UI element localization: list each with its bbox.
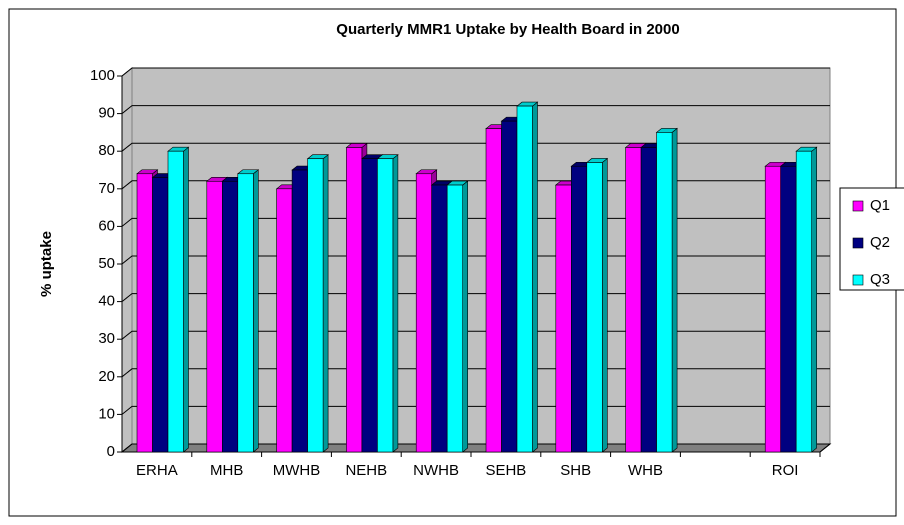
legend-swatch	[852, 274, 864, 286]
bar-front	[377, 158, 394, 453]
x-tick-label: NWHB	[413, 462, 459, 479]
y-tick-label: 60	[98, 217, 115, 234]
bar-front	[555, 184, 572, 453]
x-tick-label: ROI	[772, 462, 799, 479]
grid-line	[121, 142, 830, 152]
bar-side	[183, 146, 189, 453]
bar-front	[291, 169, 308, 453]
y-axis-label: % uptake	[38, 231, 55, 297]
bar-front	[152, 177, 169, 453]
y-tick-label: 70	[98, 180, 115, 197]
y-tick-label: 100	[90, 67, 115, 84]
grid-line	[121, 105, 830, 114]
x-tick-label: MHB	[210, 462, 243, 479]
bar-front	[485, 128, 502, 453]
x-axis-end	[819, 443, 831, 453]
bar	[167, 146, 190, 453]
y-tick-label: 90	[98, 105, 115, 122]
bar-front	[307, 158, 324, 453]
bar-front	[571, 165, 588, 453]
x-tick-label: WHB	[628, 462, 663, 479]
x-tick-label: SEHB	[485, 462, 526, 479]
bar-front	[415, 173, 433, 453]
x-tick-label: SHB	[560, 462, 591, 479]
bar-front	[795, 150, 812, 453]
bar-side	[601, 157, 608, 453]
bar	[516, 101, 539, 453]
bar-front	[431, 184, 448, 453]
bar	[376, 154, 399, 453]
x-tick-label: NEHB	[345, 462, 387, 479]
bar-side	[532, 101, 538, 453]
bar	[655, 127, 678, 453]
bar-side	[462, 180, 468, 453]
y-tick-label: 20	[98, 368, 115, 385]
bar-front	[222, 180, 239, 453]
legend-label: Q2	[870, 234, 890, 251]
bar-side	[811, 146, 817, 453]
bar-side	[392, 154, 399, 453]
legend-box	[839, 187, 904, 291]
y-tick-label: 30	[98, 330, 115, 347]
y-tick-label: 0	[107, 443, 115, 460]
x-tick-label: ERHA	[136, 462, 178, 479]
bar	[795, 146, 818, 453]
bar-front	[167, 150, 184, 453]
bar-front	[625, 147, 642, 453]
y-tick-label: 40	[98, 293, 115, 310]
legend-label: Q3	[870, 271, 890, 288]
bar-front	[206, 180, 223, 453]
bar-front	[586, 162, 603, 453]
bar	[446, 180, 469, 453]
x-tick-label: MWHB	[273, 462, 321, 479]
bar-side	[671, 127, 678, 453]
bar-front	[276, 188, 293, 453]
grid-line	[121, 67, 830, 77]
bar	[585, 157, 609, 453]
bar-front	[346, 147, 363, 453]
bar-front	[780, 165, 797, 453]
bar-front	[656, 132, 673, 453]
y-tick-label: 80	[98, 142, 115, 159]
legend-label: Q1	[870, 197, 890, 214]
y-tick-label: 50	[98, 255, 115, 272]
bar-front	[764, 165, 782, 453]
bar-side	[322, 154, 329, 453]
bar-front	[361, 158, 378, 453]
bar	[236, 169, 260, 453]
bar-front	[640, 147, 657, 453]
bar-side	[252, 169, 259, 453]
bar-front	[446, 184, 463, 453]
chart-title: Quarterly MMR1 Uptake by Health Board in…	[336, 21, 679, 38]
bar-front	[501, 120, 518, 453]
bar	[306, 154, 329, 453]
bar-front	[136, 173, 153, 453]
y-tick-label: 10	[98, 405, 115, 422]
legend-swatch	[852, 237, 864, 249]
bar-front	[237, 173, 254, 453]
bar-front	[516, 105, 533, 453]
legend-swatch	[852, 200, 864, 212]
